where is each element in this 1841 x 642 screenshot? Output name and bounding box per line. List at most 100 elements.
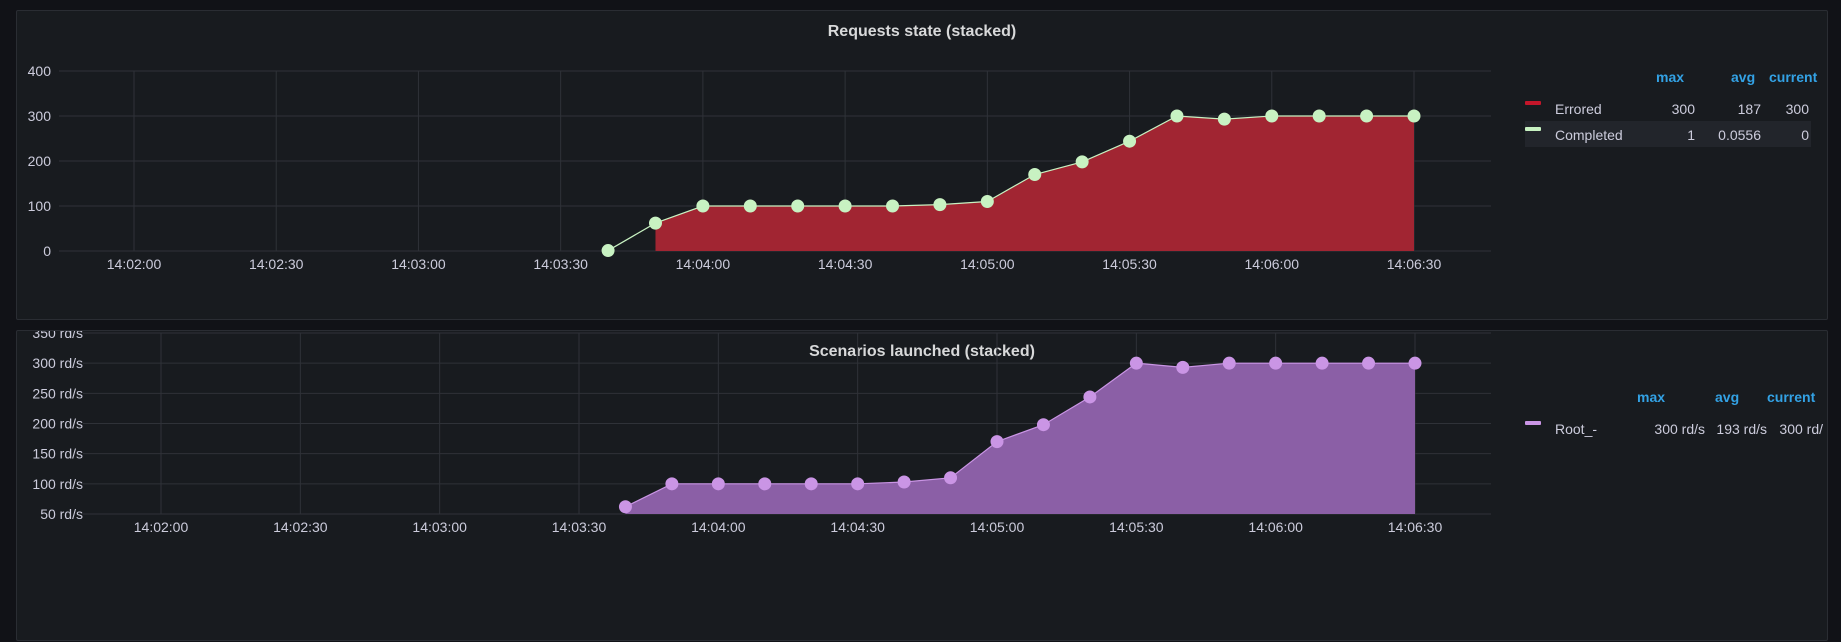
data-point[interactable] bbox=[838, 199, 852, 213]
legend-header-avg[interactable]: avg bbox=[1715, 389, 1740, 405]
data-point[interactable] bbox=[1362, 356, 1376, 370]
data-point[interactable] bbox=[648, 216, 662, 230]
x-tick-label: 14:02:30 bbox=[249, 256, 304, 272]
x-tick-label: 14:05:30 bbox=[1102, 256, 1157, 272]
data-point[interactable] bbox=[1407, 109, 1421, 123]
y-tick-label: 100 rd/s bbox=[32, 476, 83, 492]
legend-series-name[interactable]: Completed bbox=[1555, 127, 1623, 143]
requests-state-chart: 0 100 200 300 400 14:02:00 14:02:30 14:03:00 14:… bbox=[28, 63, 1491, 272]
legend-series-name[interactable]: Root_- bbox=[1555, 421, 1598, 437]
legend: max avg current Errored 300 187 300 Comp… bbox=[1525, 69, 1817, 147]
data-point[interactable] bbox=[1170, 109, 1184, 123]
data-point[interactable] bbox=[1222, 356, 1236, 370]
x-tick-label: 14:02:00 bbox=[107, 256, 162, 272]
data-point[interactable] bbox=[980, 195, 994, 208]
legend-header-current[interactable]: current bbox=[1767, 389, 1816, 405]
series-line bbox=[607, 115, 1414, 252]
legend: max avg current Root_- 300 rd/s 193 rd/s… bbox=[1525, 389, 1823, 441]
data-point[interactable] bbox=[1129, 356, 1143, 370]
data-point[interactable] bbox=[1176, 360, 1190, 374]
legend-header-avg[interactable]: avg bbox=[1731, 69, 1756, 85]
series-color-swatch[interactable] bbox=[1525, 421, 1541, 425]
series-color-swatch[interactable] bbox=[1525, 127, 1541, 131]
y-tick-label: 300 rd/s bbox=[32, 355, 83, 371]
data-point[interactable] bbox=[791, 199, 805, 213]
x-tick-label: 14:05:00 bbox=[960, 256, 1015, 272]
x-tick-label: 14:06:30 bbox=[1388, 519, 1443, 535]
data-point[interactable] bbox=[758, 477, 772, 491]
data-point[interactable] bbox=[1217, 112, 1231, 126]
x-tick-label: 14:05:30 bbox=[1109, 519, 1164, 535]
legend-header: max avg current bbox=[1525, 69, 1817, 95]
data-point[interactable] bbox=[1360, 109, 1374, 123]
data-point[interactable] bbox=[696, 199, 710, 213]
data-point[interactable] bbox=[1312, 109, 1326, 123]
legend-header-max[interactable]: max bbox=[1656, 69, 1685, 85]
data-point[interactable] bbox=[851, 477, 865, 491]
legend-row-root[interactable]: Root_- 300 rd/s 193 rd/s 300 rd/ bbox=[1525, 415, 1823, 441]
data-point[interactable] bbox=[990, 435, 1004, 449]
data-point[interactable] bbox=[665, 477, 679, 491]
scenarios-launched-chart: 50 rd/s 100 rd/s 150 rd/s 200 rd/s 250 rd/s 3… bbox=[32, 331, 1491, 535]
legend-avg-value: 0.0556 bbox=[1718, 127, 1761, 143]
legend-current-value: 0 bbox=[1801, 127, 1809, 143]
legend-header-current[interactable]: current bbox=[1769, 69, 1818, 85]
data-point[interactable] bbox=[897, 475, 911, 489]
x-tick-label: 14:02:00 bbox=[134, 519, 189, 535]
data-point[interactable] bbox=[1269, 356, 1283, 370]
legend-max-value: 300 bbox=[1671, 101, 1695, 117]
data-point[interactable] bbox=[1028, 168, 1042, 181]
data-point[interactable] bbox=[743, 199, 757, 213]
y-tick-label: 50 rd/s bbox=[40, 506, 83, 522]
x-tick-label: 14:04:00 bbox=[691, 519, 746, 535]
data-point[interactable] bbox=[1123, 134, 1137, 148]
data-point[interactable] bbox=[1036, 418, 1050, 432]
y-tick-label: 0 bbox=[43, 243, 51, 259]
y-tick-label: 400 bbox=[28, 63, 52, 79]
y-tick-label: 150 rd/s bbox=[32, 446, 83, 462]
legend-header: max avg current bbox=[1525, 389, 1823, 415]
y-tick-label: 100 bbox=[28, 198, 52, 214]
y-tick-label: 250 rd/s bbox=[32, 385, 83, 401]
legend-current-value: 300 bbox=[1785, 101, 1809, 117]
y-tick-label: 300 bbox=[28, 108, 52, 124]
legend-current-value: 300 rd/ bbox=[1779, 421, 1823, 437]
data-point[interactable] bbox=[933, 198, 947, 212]
requests-state-panel: Requests state (stacked) 0 100 200 300 400 14… bbox=[16, 10, 1828, 320]
panel-title[interactable]: Requests state (stacked) bbox=[827, 23, 1017, 40]
series-area bbox=[625, 363, 1415, 514]
scenarios-launched-panel: Scenarios launched (stacked) 50 rd/s 100 … bbox=[16, 330, 1828, 641]
legend-header-max[interactable]: max bbox=[1637, 389, 1666, 405]
legend-avg-value: 187 bbox=[1737, 101, 1761, 117]
x-tick-label: 14:06:30 bbox=[1387, 256, 1442, 272]
x-tick-label: 14:03:00 bbox=[412, 519, 467, 535]
series-color-swatch[interactable] bbox=[1525, 101, 1541, 105]
data-point[interactable] bbox=[1315, 356, 1329, 370]
x-tick-label: 14:06:00 bbox=[1248, 519, 1303, 535]
y-tick-label: 200 bbox=[28, 153, 52, 169]
data-point[interactable] bbox=[886, 199, 900, 213]
y-tick-label: 200 rd/s bbox=[32, 416, 83, 432]
legend-max-value: 1 bbox=[1687, 127, 1695, 143]
data-point[interactable] bbox=[1408, 356, 1422, 370]
data-point[interactable] bbox=[711, 477, 725, 491]
x-tick-label: 14:04:00 bbox=[676, 256, 731, 272]
data-point[interactable] bbox=[944, 471, 958, 485]
data-point[interactable] bbox=[1075, 155, 1089, 169]
x-tick-label: 14:02:30 bbox=[273, 519, 328, 535]
panel-title[interactable]: Scenarios launched (stacked) bbox=[809, 343, 1035, 360]
data-point[interactable] bbox=[804, 477, 818, 491]
legend-max-value: 300 rd/s bbox=[1654, 421, 1705, 437]
legend-series-name[interactable]: Errored bbox=[1555, 101, 1602, 117]
data-point[interactable] bbox=[1265, 109, 1279, 123]
series-line bbox=[625, 362, 1415, 508]
data-point[interactable] bbox=[618, 500, 632, 514]
legend-row-completed[interactable]: Completed 1 0.0556 0 bbox=[1525, 121, 1811, 147]
x-tick-label: 14:04:30 bbox=[818, 256, 873, 272]
x-tick-label: 14:05:00 bbox=[970, 519, 1025, 535]
x-tick-label: 14:03:30 bbox=[552, 519, 607, 535]
data-point[interactable] bbox=[1083, 390, 1097, 404]
x-tick-label: 14:06:00 bbox=[1245, 256, 1300, 272]
legend-row-errored[interactable]: Errored 300 187 300 bbox=[1525, 95, 1811, 121]
data-point[interactable] bbox=[601, 244, 615, 258]
